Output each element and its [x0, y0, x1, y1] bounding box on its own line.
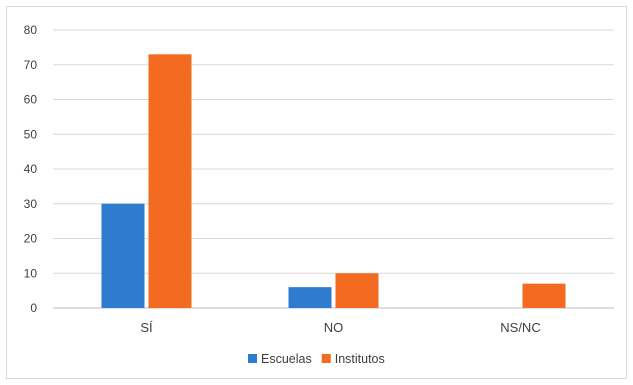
bar-institutos-0 [148, 54, 192, 309]
chart-frame: 0 10 20 30 40 50 60 70 80 SÍ NO NS/NC Escuelas Inst… [6, 6, 627, 379]
y-tick-label: 30 [24, 197, 38, 211]
y-tick-label: 10 [24, 266, 38, 280]
bar-escuelas-1 [288, 287, 332, 308]
legend-label-institutos: Institutos [335, 352, 385, 366]
x-axis-categories: SÍ NO NS/NC [140, 320, 540, 335]
bars [101, 54, 566, 309]
bar-escuelas-0 [101, 203, 145, 308]
gridlines [53, 29, 614, 309]
x-category-label: NO [324, 320, 344, 335]
y-tick-label: 80 [24, 23, 38, 37]
y-tick-label: 50 [24, 127, 38, 141]
y-tick-label: 60 [24, 93, 38, 107]
x-category-label: SÍ [140, 320, 153, 335]
y-tick-label: 0 [30, 301, 37, 315]
y-tick-label: 40 [24, 162, 38, 176]
legend: Escuelas Institutos [248, 352, 385, 366]
legend-swatch-escuelas [248, 354, 257, 363]
y-tick-label: 20 [24, 232, 38, 246]
y-tick-label: 70 [24, 58, 38, 72]
legend-label-escuelas: Escuelas [261, 352, 312, 366]
bar-institutos-1 [335, 273, 379, 308]
bar-institutos-2 [522, 283, 566, 308]
y-axis-ticks: 0 10 20 30 40 50 60 70 80 [24, 23, 38, 315]
legend-swatch-institutos [321, 354, 331, 363]
x-category-label: NS/NC [500, 320, 540, 335]
bar-chart: 0 10 20 30 40 50 60 70 80 SÍ NO NS/NC Escuelas Inst… [24, 23, 614, 366]
